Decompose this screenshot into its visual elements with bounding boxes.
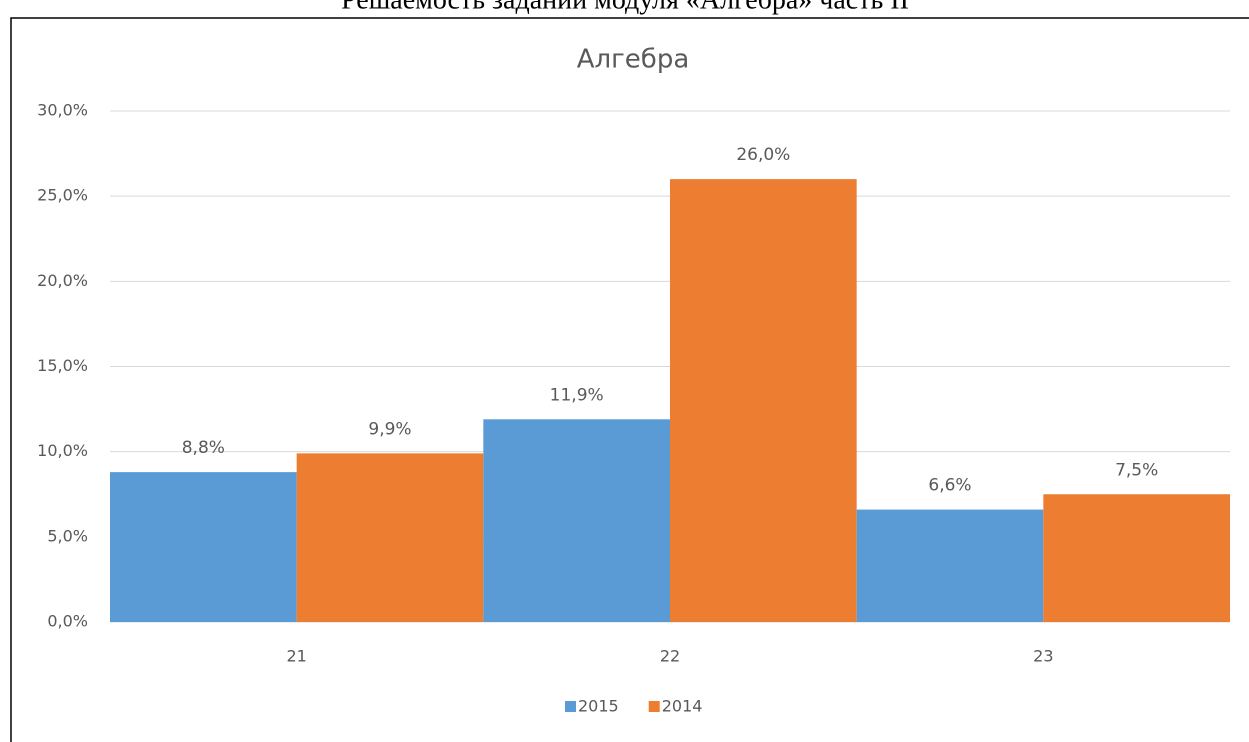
y-tick-label: 25,0%: [37, 186, 88, 205]
data-label: 26,0%: [736, 145, 790, 165]
header: Решаемость заданий модуля «Алгебра» част…: [341, 0, 909, 15]
data-label: 7,5%: [1115, 460, 1158, 480]
y-tick-label: 15,0%: [37, 356, 88, 375]
y-tick-label: 10,0%: [37, 441, 88, 460]
legend-label: 2015: [578, 697, 619, 716]
y-tick-label: 20,0%: [37, 271, 88, 290]
chart-title: Алгебра: [577, 45, 690, 75]
chart-frame: [10, 17, 1249, 742]
legend-swatch: [648, 701, 660, 712]
data-label: 6,6%: [928, 476, 971, 496]
y-tick-label: 30,0%: [37, 101, 88, 120]
data-label: 9,9%: [368, 419, 411, 439]
bar: [483, 419, 670, 622]
x-tick-label: 21: [286, 647, 306, 666]
y-tick-label: 0,0%: [47, 612, 88, 631]
data-label: 8,8%: [182, 438, 225, 458]
bar: [670, 179, 857, 622]
bar: [110, 472, 297, 622]
x-tick-label: 22: [660, 647, 680, 666]
bar: [296, 453, 484, 622]
x-tick-label: 23: [1033, 647, 1053, 666]
legend-label: 2014: [662, 697, 703, 716]
y-tick-label: 5,0%: [47, 526, 88, 545]
legend-swatch: [565, 701, 576, 712]
bar: [856, 509, 1044, 622]
bar: [1043, 494, 1230, 622]
data-label: 11,9%: [550, 385, 604, 405]
